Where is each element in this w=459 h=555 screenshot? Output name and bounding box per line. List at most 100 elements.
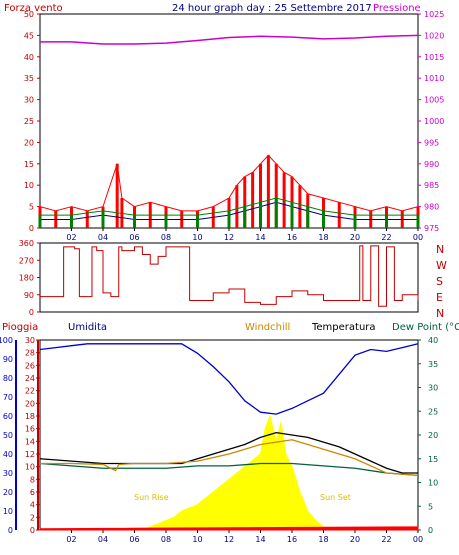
wind-y-tick-label: 30 [24, 96, 34, 105]
humidity-x-tick-label: 02 [66, 535, 76, 544]
wind-y-tick-label: 45 [24, 31, 34, 40]
humidity-temperature-chart: 0102030405060708090100024681012141618202… [0, 336, 438, 544]
wind-x-tick-label: 10 [192, 233, 202, 242]
rain-label: Pioggia [2, 322, 38, 333]
temp-y-tick-label: 5 [428, 502, 433, 511]
wind-series-outline [40, 197, 418, 216]
humidity-x-tick-label: 20 [350, 535, 360, 544]
wind-y-tick-label: 50 [24, 10, 34, 19]
direction-compass-label: N [436, 307, 444, 320]
wind-y-tick-label: 40 [24, 53, 34, 62]
humidity-y-tick-label: 100 [0, 336, 13, 345]
pressure-y-tick-label: 1005 [424, 96, 444, 105]
temp-y-tick-label: 15 [428, 455, 438, 464]
humidity-x-tick-label: 06 [129, 535, 139, 544]
rain-y-tick-label: 30 [25, 336, 35, 345]
temperatura-line [39, 431, 418, 474]
sunrise-label: Sun Rise [134, 493, 169, 502]
pressure-line [40, 34, 419, 45]
sunset-label: Sun Set [320, 493, 351, 502]
humidity-y-tick-label: 70 [3, 393, 13, 402]
direction-y-tick-label: 180 [19, 274, 34, 283]
temp-y-tick-label: 25 [428, 407, 438, 416]
wind-series-outline [39, 154, 419, 212]
wind-x-tick-label: 16 [287, 233, 297, 242]
rain-y-tick-label: 26 [25, 361, 35, 370]
direction-line [40, 245, 419, 307]
humidity-y-tick-label: 60 [3, 412, 13, 421]
pressure-y-tick-label: 980 [424, 203, 439, 212]
rain-y-tick-label: 24 [25, 374, 35, 383]
pressure-label: Pressione [373, 3, 421, 14]
humidity-x-tick-label: 00 [413, 535, 423, 544]
humidity-y-tick-label: 40 [3, 450, 13, 459]
wind-x-tick-label: 14 [255, 233, 265, 242]
wind-force-label: Forza vento [4, 3, 63, 14]
humidity-x-tick-label: 18 [318, 535, 328, 544]
graph-title: 24 hour graph day : 25 Settembre 2017 [172, 3, 372, 14]
rain-y-tick-label: 28 [25, 349, 35, 358]
wind-series-line [40, 201, 418, 220]
humidity-x-tick-label: 08 [161, 535, 171, 544]
rain-y-tick-label: 16 [25, 425, 35, 434]
rain-y-tick-label: 20 [25, 399, 35, 408]
rain-y-tick-label: 0 [30, 526, 35, 535]
pressure-y-tick-label: 1020 [424, 31, 444, 40]
rain-y-tick-label: 2 [30, 513, 35, 522]
wind-x-tick-label: 06 [129, 233, 139, 242]
wind-y-tick-label: 5 [29, 203, 34, 212]
rain-y-tick-label: 18 [25, 412, 35, 421]
wind-x-tick-label: 12 [224, 233, 234, 242]
humidity-y-tick-label: 10 [3, 507, 13, 516]
wind-series-green [38, 197, 420, 228]
direction-compass-label: E [436, 291, 443, 304]
humidity-y-tick-label: 90 [3, 355, 13, 364]
direction-compass-label: W [436, 259, 447, 272]
rain-y-tick-label: 4 [30, 501, 35, 510]
dew-point-line [39, 462, 419, 477]
wind-x-tick-label: 20 [350, 233, 360, 242]
pressure-y-tick-label: 995 [424, 138, 439, 147]
temp-y-tick-label: 35 [428, 360, 438, 369]
direction-y-tick-label: 0 [29, 308, 34, 317]
humidity-x-tick-label: 22 [381, 535, 391, 544]
wind-y-tick-label: 10 [24, 181, 34, 190]
umidita-line [39, 343, 419, 415]
rain-y-tick-label: 12 [25, 450, 35, 459]
direction-panel-frame [39, 242, 419, 313]
temp-y-tick-label: 0 [428, 526, 433, 535]
direction-compass-label: S [436, 275, 443, 288]
pressure-y-tick-label: 1010 [424, 74, 444, 83]
temp-y-tick-label: 20 [428, 431, 438, 440]
direction-y-tick-label: 270 [19, 256, 34, 265]
wind-x-tick-label: 04 [98, 233, 108, 242]
direction-y-tick-label: 360 [19, 239, 34, 248]
humidity-y-tick-label: 0 [8, 526, 13, 535]
wind-x-tick-label: 18 [318, 233, 328, 242]
humidity-y-tick-label: 80 [3, 374, 13, 383]
wind-x-tick-label: 22 [381, 233, 391, 242]
humidity-label: Umidita [68, 322, 107, 333]
humidity-x-tick-label: 16 [287, 535, 297, 544]
humidity-x-tick-label: 10 [192, 535, 202, 544]
wind-x-tick-label: 02 [66, 233, 76, 242]
temperature-label: Temperatura [311, 322, 376, 333]
humidity-x-tick-label: 12 [224, 535, 234, 544]
wind-panel-frame [39, 13, 419, 229]
wind-y-tick-label: 0 [29, 224, 34, 233]
humidity-x-tick-label: 14 [255, 535, 265, 544]
humidity-y-tick-label: 30 [3, 469, 13, 478]
wind-y-tick-label: 25 [24, 117, 34, 126]
pressure-y-tick-label: 985 [424, 181, 439, 190]
rain-y-tick-label: 10 [25, 463, 35, 472]
humidity-x-tick-label: 04 [98, 535, 108, 544]
direction-compass-label: N [436, 243, 444, 256]
humidity-y-tick-label: 50 [3, 431, 13, 440]
wind-pressure-chart: 0510152025303540455097598098599099510001… [24, 10, 445, 242]
pressure-y-tick-label: 1015 [424, 53, 444, 62]
pressure-y-tick-label: 1025 [424, 10, 444, 19]
rain-y-tick-label: 8 [30, 475, 35, 484]
wind-x-tick-label: 08 [161, 233, 171, 242]
